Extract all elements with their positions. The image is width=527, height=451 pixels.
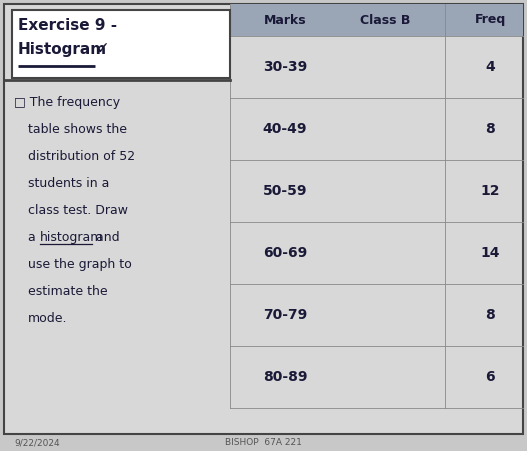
Text: ✓: ✓ xyxy=(96,40,110,58)
Text: 14: 14 xyxy=(480,246,500,260)
Text: 80-89: 80-89 xyxy=(263,370,307,384)
Text: mode.: mode. xyxy=(28,312,67,325)
Text: 50-59: 50-59 xyxy=(263,184,307,198)
Text: 60-69: 60-69 xyxy=(263,246,307,260)
Text: 6: 6 xyxy=(485,370,495,384)
Text: □ The frequency: □ The frequency xyxy=(14,96,120,109)
Text: Marks: Marks xyxy=(264,14,306,27)
Text: Class B: Class B xyxy=(360,14,410,27)
Text: 40-49: 40-49 xyxy=(263,122,307,136)
Text: 4: 4 xyxy=(485,60,495,74)
Text: 9/22/2024: 9/22/2024 xyxy=(14,438,60,447)
Text: 8: 8 xyxy=(485,122,495,136)
Bar xyxy=(230,4,523,36)
Text: use the graph to: use the graph to xyxy=(28,258,132,271)
Text: Histogram: Histogram xyxy=(18,42,107,57)
Text: students in a: students in a xyxy=(28,177,110,190)
Text: 12: 12 xyxy=(480,184,500,198)
Text: 8: 8 xyxy=(485,308,495,322)
Text: a: a xyxy=(28,231,40,244)
Text: Freq: Freq xyxy=(474,14,505,27)
Text: estimate the: estimate the xyxy=(28,285,108,298)
Text: 30-39: 30-39 xyxy=(263,60,307,74)
Text: histogram: histogram xyxy=(40,231,103,244)
Text: table shows the: table shows the xyxy=(28,123,127,136)
Text: distribution of 52: distribution of 52 xyxy=(28,150,135,163)
Bar xyxy=(12,10,230,78)
Text: 70-79: 70-79 xyxy=(263,308,307,322)
Text: BISHOP  67A 221: BISHOP 67A 221 xyxy=(225,438,301,447)
Text: and: and xyxy=(92,231,120,244)
Text: class test. Draw: class test. Draw xyxy=(28,204,128,217)
Text: Exercise 9 -: Exercise 9 - xyxy=(18,18,117,33)
